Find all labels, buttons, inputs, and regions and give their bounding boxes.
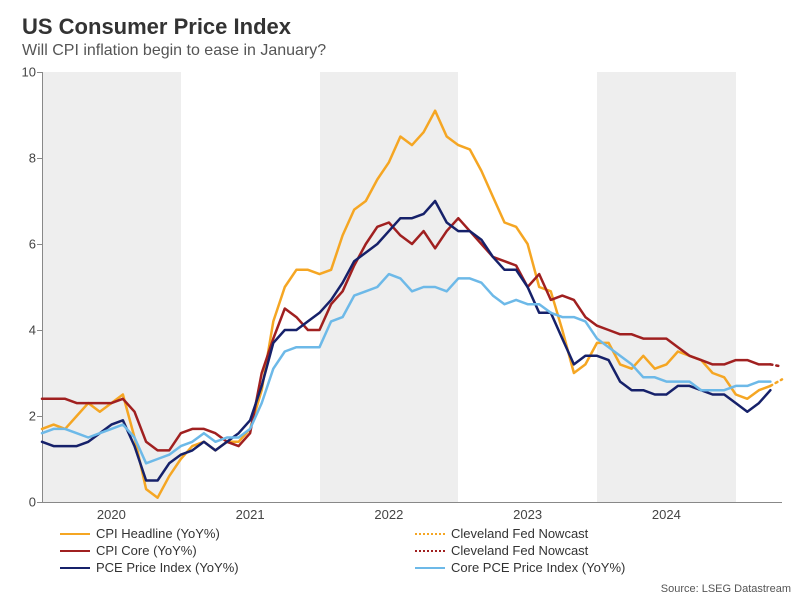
chart-container: US Consumer Price Index Will CPI inflati…: [0, 0, 801, 601]
y-tick-label: 8: [29, 151, 36, 166]
legend-swatch: [60, 550, 90, 552]
y-tick-label: 6: [29, 237, 36, 252]
legend-label: CPI Headline (YoY%): [96, 526, 220, 541]
x-tick-label: 2023: [513, 507, 542, 522]
legend-swatch: [415, 533, 445, 535]
legend-swatch: [415, 567, 445, 569]
y-tick-label: 10: [22, 65, 36, 80]
x-axis: [42, 502, 782, 503]
legend-item: CPI Core (YoY%): [60, 543, 405, 558]
legend-item: Cleveland Fed Nowcast: [415, 543, 760, 558]
plot-area: 024681020202021202220232024: [42, 72, 782, 502]
chart-subtitle: Will CPI inflation begin to ease in Janu…: [22, 42, 326, 60]
legend-label: Cleveland Fed Nowcast: [451, 543, 588, 558]
legend-label: CPI Core (YoY%): [96, 543, 197, 558]
series-line: [42, 201, 770, 481]
legend-label: Cleveland Fed Nowcast: [451, 526, 588, 541]
legend-item: PCE Price Index (YoY%): [60, 560, 405, 575]
series-line: [42, 111, 770, 498]
series-line: [770, 379, 782, 386]
legend: CPI Headline (YoY%) Cleveland Fed Nowcast…: [60, 526, 760, 575]
series-line: [42, 218, 770, 450]
lines-svg: [42, 72, 782, 502]
x-tick-label: 2020: [97, 507, 126, 522]
y-tick: [37, 502, 42, 503]
x-tick-label: 2021: [236, 507, 265, 522]
legend-item: Cleveland Fed Nowcast: [415, 526, 760, 541]
legend-swatch: [60, 533, 90, 535]
legend-swatch: [415, 550, 445, 552]
y-tick-label: 2: [29, 409, 36, 424]
x-tick-label: 2024: [652, 507, 681, 522]
chart-title: US Consumer Price Index: [22, 14, 291, 40]
legend-item: CPI Headline (YoY%): [60, 526, 405, 541]
legend-label: PCE Price Index (YoY%): [96, 560, 239, 575]
y-tick-label: 4: [29, 323, 36, 338]
y-tick-label: 0: [29, 495, 36, 510]
legend-item: Core PCE Price Index (YoY%): [415, 560, 760, 575]
legend-label: Core PCE Price Index (YoY%): [451, 560, 625, 575]
series-line: [770, 364, 782, 366]
legend-swatch: [60, 567, 90, 569]
series-line: [42, 274, 770, 463]
source-label: Source: LSEG Datastream: [661, 583, 791, 595]
x-tick-label: 2022: [374, 507, 403, 522]
